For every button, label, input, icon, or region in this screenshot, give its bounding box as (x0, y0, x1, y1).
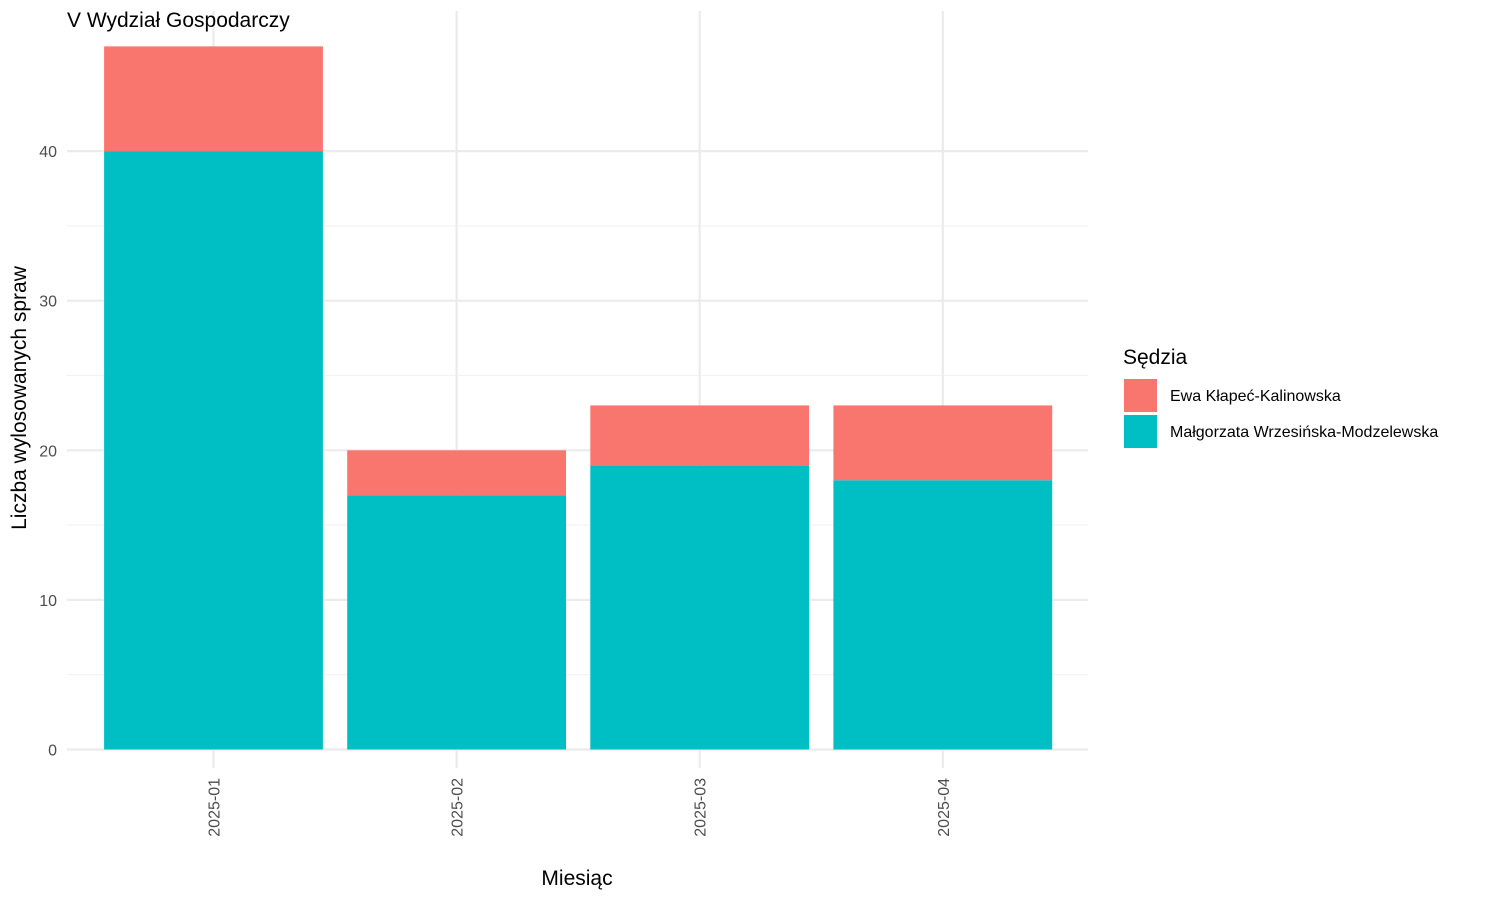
legend-swatch (1124, 415, 1157, 448)
x-tick-label: 2025-04 (936, 778, 953, 837)
x-tick-label: 2025-03 (693, 778, 710, 837)
bars (104, 46, 1053, 750)
bar-segment (590, 465, 810, 750)
bar-segment (347, 450, 566, 496)
y-tick-label: 30 (39, 294, 57, 311)
x-tick-label: 2025-02 (450, 778, 467, 837)
legend-label: Małgorzata Wrzesińska-Modzelewska (1170, 424, 1438, 441)
y-tick-label: 10 (39, 593, 57, 610)
bar-segment (104, 151, 323, 750)
legend-title: Sędzia (1123, 346, 1188, 369)
y-tick-label: 40 (39, 144, 57, 161)
y-tick-label: 20 (39, 443, 57, 460)
bar-segment (347, 495, 566, 750)
legend-swatch (1124, 379, 1157, 412)
bar-segment (833, 480, 1053, 750)
legend: Sędzia Ewa Kłapeć-Kalinowska Małgorzata W… (1123, 346, 1438, 448)
x-tick-label: 2025-01 (207, 778, 224, 837)
y-tick-label: 0 (48, 743, 57, 760)
x-axis-title: Miesiąc (541, 867, 612, 890)
x-axis-ticks: 2025-01 2025-02 2025-03 2025-04 (207, 778, 953, 837)
bar-segment (104, 46, 323, 152)
bar-segment (590, 405, 810, 466)
chart-title: V Wydział Gospodarczy (67, 9, 290, 32)
y-axis-title: Liczba wylosowanych spraw (8, 265, 31, 530)
y-axis-ticks: 0 10 20 30 40 (39, 144, 57, 759)
legend-label: Ewa Kłapeć-Kalinowska (1170, 388, 1341, 405)
bar-segment (833, 405, 1053, 481)
